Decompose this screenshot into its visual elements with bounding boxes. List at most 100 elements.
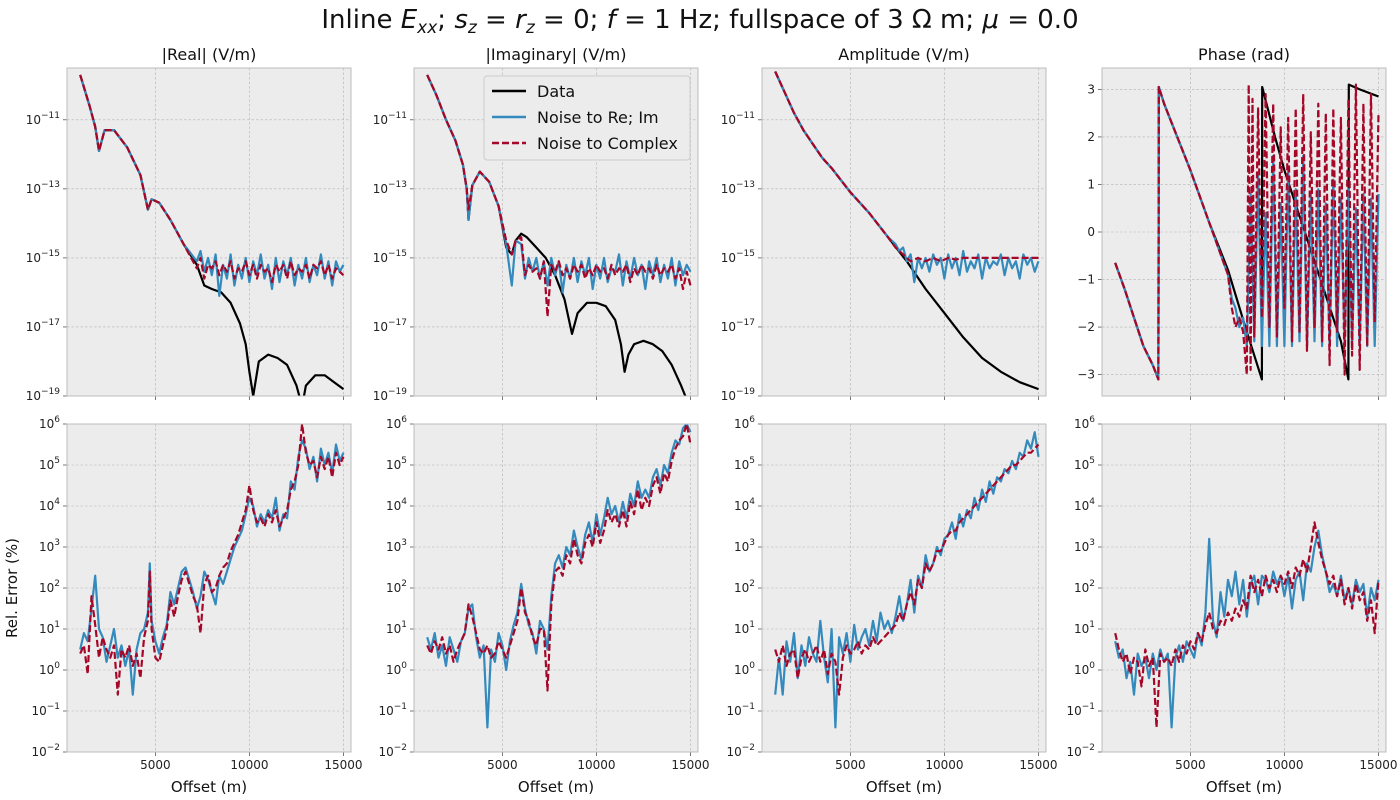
- y-tick-label: 0: [1087, 225, 1095, 239]
- y-tick-label: 10−1: [1066, 702, 1095, 718]
- y-tick-label: 10−13: [373, 180, 407, 196]
- series-noise-to-complex: [1114, 521, 1380, 729]
- axes-frame: [66, 67, 352, 397]
- y-tick-label: 105: [1074, 456, 1095, 472]
- panel-title: |Imaginary| (V/m): [486, 45, 627, 64]
- y-tick-label: 1: [1087, 177, 1095, 191]
- y-tick-label: 10−13: [26, 180, 60, 196]
- y-tick-label: 3: [1087, 82, 1095, 96]
- y-tick-label: 105: [386, 456, 407, 472]
- y-tick-label: 10−19: [373, 387, 408, 403]
- axes-frame: [413, 67, 699, 397]
- x-tick-label: 10000: [230, 758, 268, 772]
- series-noise-to-complex: [774, 71, 1039, 263]
- series-noise-to-complex: [426, 74, 692, 318]
- y-tick-label: 106: [1074, 415, 1095, 431]
- y-tick-label: 10−1: [378, 702, 407, 718]
- axes-frame: [761, 67, 1047, 397]
- y-tick-label: 100: [734, 661, 755, 677]
- y-tick-label: −2: [1077, 320, 1095, 334]
- axes-frame: [1101, 423, 1387, 753]
- panel-3: 10−11 10−13 10−15 10−17 10−19 Amplitude (V/m): [721, 45, 1047, 403]
- panel-1: 10−11 10−13 10−15 10−17 10−19 |Real| (V/m): [26, 45, 352, 403]
- panel-title: Amplitude (V/m): [838, 45, 969, 64]
- y-tick-label: 102: [734, 579, 755, 595]
- legend-label-data: Data: [537, 82, 575, 101]
- y-tick-label: 10−19: [721, 387, 756, 403]
- y-tick-label: 104: [734, 497, 755, 513]
- x-tick-label: 10000: [925, 758, 963, 772]
- x-axis-label: Offset (m): [1206, 778, 1282, 796]
- series-noise-to-re-im: [426, 424, 692, 729]
- y-tick-label: 102: [386, 579, 407, 595]
- y-tick-label: 10−19: [26, 387, 61, 403]
- y-tick-label: 103: [734, 538, 755, 554]
- y-tick-label: −3: [1077, 368, 1095, 382]
- y-tick-label: 103: [39, 538, 60, 554]
- legend-label-noise-to-complex: Noise to Complex: [537, 134, 678, 153]
- series-noise-to-complex: [426, 424, 692, 692]
- y-tick-label: 10−17: [721, 318, 755, 334]
- axes-frame: [761, 423, 1047, 753]
- y-tick-label: 10−17: [373, 318, 407, 334]
- y-tick-label: 10−1: [726, 702, 755, 718]
- y-tick-label: 100: [39, 661, 60, 677]
- y-tick-label: 106: [39, 415, 60, 431]
- y-tick-label: 100: [1074, 661, 1095, 677]
- y-tick-label: 10−2: [378, 743, 407, 759]
- y-tick-label: 2: [1087, 130, 1095, 144]
- legend-frame: [483, 75, 691, 161]
- y-tick-label: 10−17: [26, 318, 60, 334]
- x-axis-label: Offset (m): [866, 778, 942, 796]
- y-tick-label: 10−2: [1066, 743, 1095, 759]
- y-tick-label: 101: [39, 620, 60, 636]
- y-tick-label: 101: [734, 620, 755, 636]
- y-tick-label: 101: [386, 620, 407, 636]
- axes-frame: [66, 423, 352, 753]
- panel-title: |Real| (V/m): [162, 45, 257, 64]
- plot-area: [762, 68, 1046, 396]
- x-tick-label: 15000: [324, 758, 362, 772]
- legend-label-noise-to-re-im: Noise to Re; Im: [537, 108, 659, 127]
- x-axis-label: Offset (m): [518, 778, 594, 796]
- y-tick-label: 100: [386, 661, 407, 677]
- y-tick-label: 10−2: [31, 743, 60, 759]
- series-noise-to-complex: [79, 74, 345, 284]
- y-tick-label: 101: [1074, 620, 1095, 636]
- x-tick-label: 5000: [1175, 758, 1206, 772]
- y-tick-label: 10−1: [31, 702, 60, 718]
- axes-frame: [413, 423, 699, 753]
- x-tick-label: 5000: [835, 758, 866, 772]
- plot-area: [67, 68, 351, 396]
- y-tick-label: 10−11: [26, 111, 60, 127]
- y-tick-label: 104: [386, 497, 407, 513]
- figure-title: Inline Exx; sz = rz = 0; f = 1 Hz; fulls…: [321, 5, 1078, 38]
- series-noise-to-re-im: [426, 74, 692, 294]
- x-tick-label: 15000: [1019, 758, 1057, 772]
- axes-frame: [1101, 67, 1387, 397]
- x-tick-label: 15000: [1359, 758, 1397, 772]
- x-tick-label: 10000: [577, 758, 615, 772]
- y-tick-label: 10−15: [721, 249, 755, 265]
- series-noise-to-complex: [774, 443, 1040, 696]
- panel-7: 106 105 104 103 102 101 100 10−1 10−2 5000 10000 15…: [726, 415, 1057, 796]
- y-tick-label: 105: [39, 456, 60, 472]
- y-tick-label: 106: [386, 415, 407, 431]
- y-tick-label: 10−11: [373, 111, 407, 127]
- panel-title: Phase (rad): [1198, 45, 1290, 64]
- y-tick-label: 102: [39, 579, 60, 595]
- y-tick-label: 103: [386, 538, 407, 554]
- x-tick-label: 10000: [1265, 758, 1303, 772]
- y-tick-label: 10−2: [726, 743, 755, 759]
- panel-8: 106 105 104 103 102 101 100 10−1 10−2 5000 10000 15…: [1066, 415, 1397, 796]
- legend: Data Noise to Re; Im Noise to Complex: [483, 75, 691, 161]
- x-tick-label: 5000: [140, 758, 171, 772]
- y-tick-label: 106: [734, 415, 755, 431]
- y-tick-label: 10−13: [721, 180, 755, 196]
- y-tick-label: 10−11: [721, 111, 755, 127]
- y-tick-label: 104: [39, 497, 60, 513]
- panel-5: 106 105 104 103 102 101 100 10−1 10−2 5000 10000 15…: [3, 415, 363, 796]
- x-tick-label: 5000: [487, 758, 518, 772]
- y-tick-label: 10−15: [26, 249, 60, 265]
